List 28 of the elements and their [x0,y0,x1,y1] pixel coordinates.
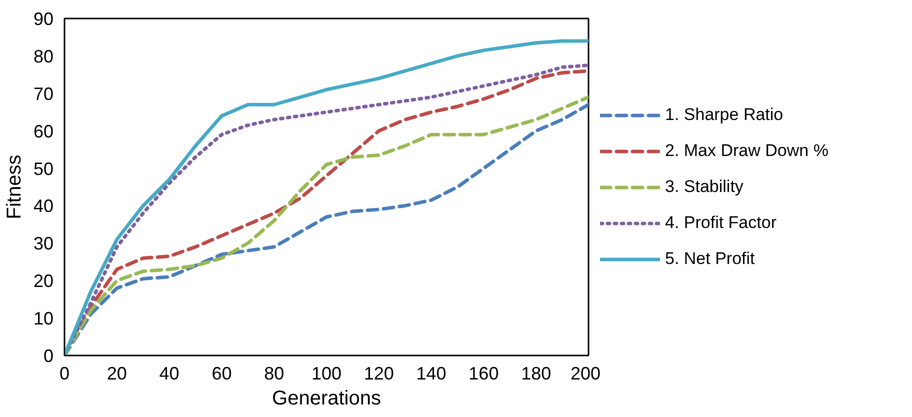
y-tick-label: 90 [33,9,54,29]
x-tick-label: 60 [212,364,232,384]
x-tick-label: 100 [311,364,342,384]
y-tick-label: 50 [33,158,54,179]
x-tick-label: 180 [521,364,552,384]
y-tick-label: 70 [33,84,54,104]
y-tick-label: 10 [33,308,54,329]
legend-label: 3. Stability [665,176,744,196]
legend-label: 4. Profit Factor [665,212,776,232]
x-axis-title: Generations [272,388,381,410]
x-tick-label: 40 [159,364,180,384]
y-tick-label: 0 [43,346,54,366]
y-tick-label: 30 [33,234,54,254]
legend-label: 2. Max Draw Down % [665,140,828,160]
x-tick-label: 120 [364,364,394,384]
x-tick-label: 80 [264,364,284,384]
legend-label: 5. Net Profit [665,248,755,268]
y-tick-label: 40 [33,196,54,216]
y-tick-label: 60 [33,121,54,142]
x-tick-label: 200 [570,364,601,384]
x-tick-label: 0 [59,364,70,384]
legend-label: 1. Sharpe Ratio [665,104,784,124]
x-tick-label: 160 [468,364,499,384]
y-axis-title: Fitness [3,154,26,220]
x-tick-label: 140 [416,364,446,384]
x-tick-label: 20 [106,364,127,384]
y-tick-label: 20 [33,271,54,292]
y-tick-label: 80 [33,46,54,66]
